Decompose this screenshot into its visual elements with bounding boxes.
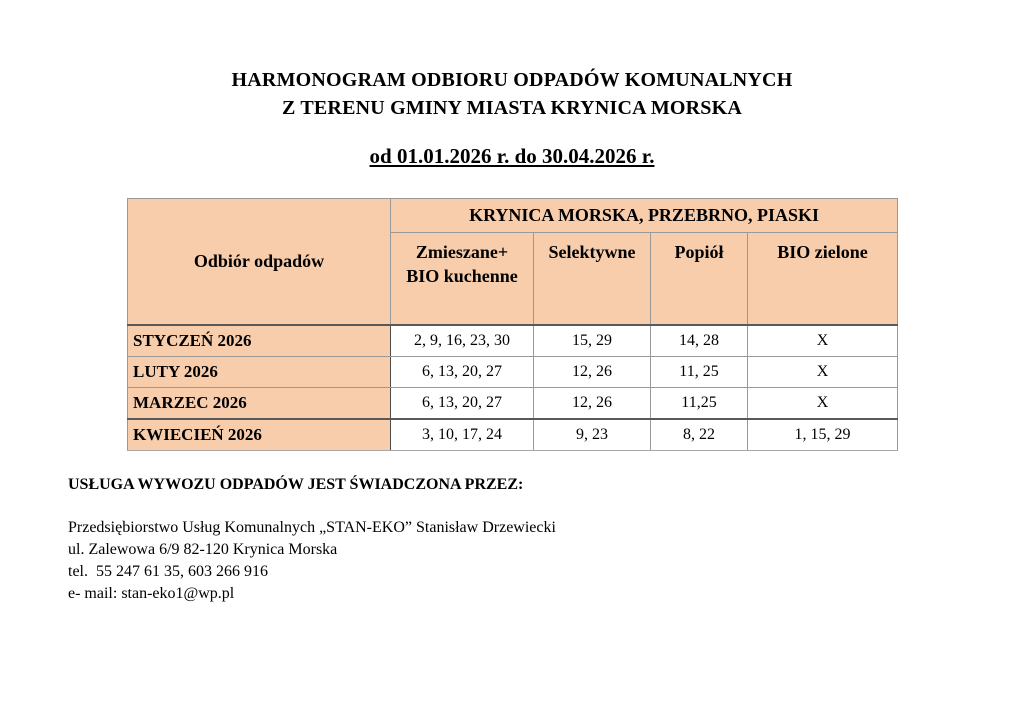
value-cell: 11, 25: [650, 356, 748, 388]
period-heading: od 01.01.2026 r. do 30.04.2026 r.: [0, 144, 1024, 169]
value-cell: 12, 26: [533, 387, 651, 420]
value-cell: 6, 13, 20, 27: [390, 356, 534, 388]
column-header-bio-zielone: BIO zielone: [746, 232, 899, 326]
value-cell: 12, 26: [533, 356, 651, 388]
column-header-row: Zmieszane+ BIO kuchenne Selektywne Popió…: [128, 232, 899, 326]
value-cell: 11,25: [650, 387, 748, 420]
period-text: od 01.01.2026 r. do 30.04.2026 r.: [369, 144, 655, 168]
value-cell: 6, 13, 20, 27: [390, 387, 534, 420]
value-cell: 2, 9, 16, 23, 30: [390, 324, 534, 357]
value-cell: X: [746, 356, 899, 388]
table-row-luty: LUTY 2026 6, 13, 20, 27 12, 26 11, 25 X: [127, 356, 899, 388]
value-cell: 14, 28: [650, 324, 748, 357]
value-cell: 8, 22: [650, 418, 748, 451]
table-row-styczen: STYCZEŃ 2026 2, 9, 16, 23, 30 15, 29 14,…: [127, 324, 899, 357]
corner-header: Odbiór odpadów: [127, 198, 391, 326]
column-header-popiol: Popiół: [650, 232, 748, 326]
title-line-2: Z TERENU GMINY MIASTA KRYNICA MORSKA: [281, 97, 743, 119]
value-cell: X: [746, 387, 899, 420]
title-line-1: HARMONOGRAM ODBIORU ODPADÓW KOMUNALNYCH: [231, 69, 793, 91]
provider-info: Przedsiębiorstwo Usług Komunalnych „STAN…: [68, 517, 556, 605]
value-cell: 15, 29: [533, 324, 651, 357]
provider-address: ul. Zalewowa 6/9 82-120 Krynica Morska: [68, 541, 338, 558]
column-header-selektywne: Selektywne: [533, 232, 651, 326]
provider-email: e- mail: stan-eko1@wp.pl: [68, 585, 235, 602]
value-cell: 3, 10, 17, 24: [390, 418, 534, 451]
footer-heading: USŁUGA WYWOZU ODPADÓW JEST ŚWIADCZONA PR…: [68, 476, 524, 493]
schedule-table: Odbiór odpadów KRYNICA MORSKA, PRZEBRNO,…: [127, 198, 899, 451]
month-cell-styczen: STYCZEŃ 2026: [127, 324, 391, 357]
value-cell: X: [746, 324, 899, 357]
table-row-marzec: MARZEC 2026 6, 13, 20, 27 12, 26 11,25 X: [127, 387, 899, 420]
region-header: KRYNICA MORSKA, PRZEBRNO, PIASKI: [389, 198, 899, 233]
value-cell: 9, 23: [533, 418, 651, 451]
month-cell-luty: LUTY 2026: [127, 356, 391, 388]
provider-phone: tel. 55 247 61 35, 603 266 916: [68, 563, 268, 580]
provider-name: Przedsiębiorstwo Usług Komunalnych „STAN…: [68, 519, 556, 536]
table-row-kwiecien: KWIECIEŃ 2026 3, 10, 17, 24 9, 23 8, 22 …: [127, 418, 899, 451]
month-cell-marzec: MARZEC 2026: [127, 387, 391, 420]
column-header-zmieszane-bio: Zmieszane+ BIO kuchenne: [390, 232, 534, 326]
value-cell: 1, 15, 29: [746, 418, 899, 451]
region-header-row: Odbiór odpadów KRYNICA MORSKA, PRZEBRNO,…: [127, 198, 899, 326]
document-title: HARMONOGRAM ODBIORU ODPADÓW KOMUNALNYCH …: [0, 66, 1024, 122]
month-cell-kwiecien: KWIECIEŃ 2026: [127, 418, 391, 451]
